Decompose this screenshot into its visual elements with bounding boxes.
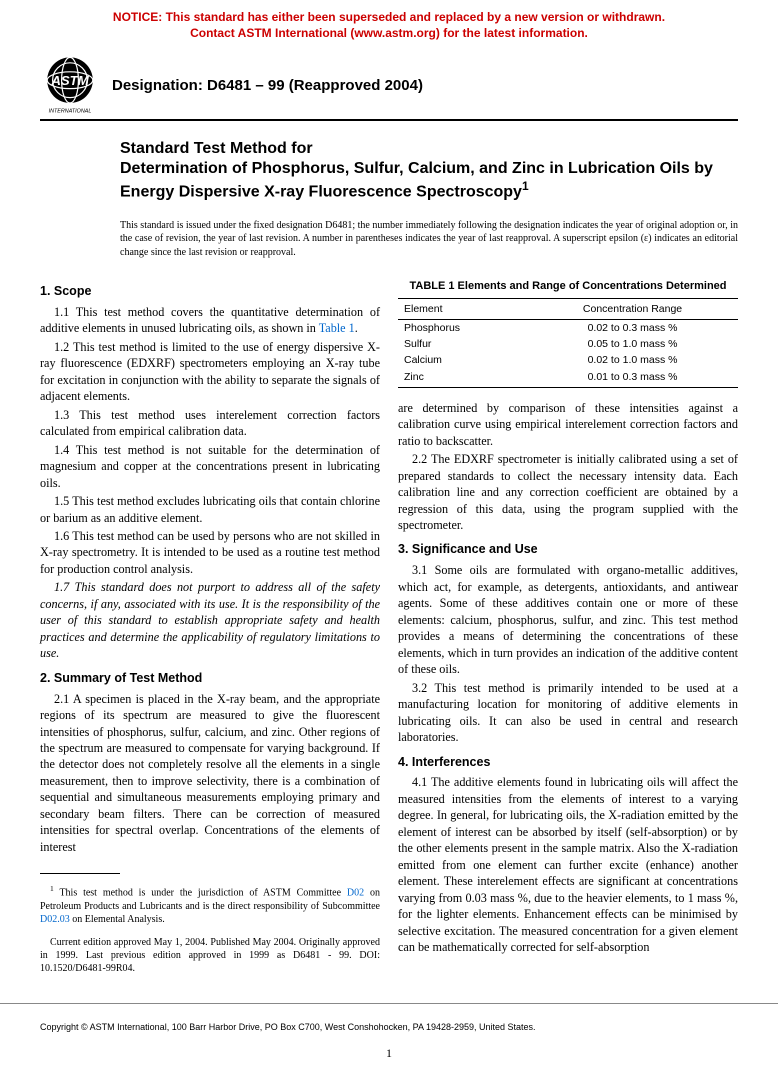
para-1-4: 1.4 This test method is not suitable for…	[40, 442, 380, 491]
header-row: ASTM INTERNATIONAL Designation: D6481 – …	[0, 47, 778, 119]
para-1-1: 1.1 This test method covers the quantita…	[40, 304, 380, 337]
para-1-6: 1.6 This test method can be used by pers…	[40, 528, 380, 577]
issuance-note: This standard is issued under the fixed …	[0, 209, 778, 270]
footnote-1: 1 This test method is under the jurisdic…	[40, 884, 380, 925]
para-2-2: 2.2 The EDXRF spectrometer is initially …	[398, 451, 738, 533]
section-4-head: 4. Interferences	[398, 754, 738, 771]
para-1-7: 1.7 This standard does not purport to ad…	[40, 579, 380, 661]
table-row: Sulfur0.05 to 1.0 mass %	[398, 336, 738, 352]
body-columns: 1. Scope 1.1 This test method covers the…	[0, 269, 778, 985]
para-3-2: 3.2 This test method is primarily intend…	[398, 680, 738, 746]
title-block: Standard Test Method for Determination o…	[0, 121, 778, 208]
para-1-3: 1.3 This test method uses interelement c…	[40, 407, 380, 440]
para-4-1: 4.1 The additive elements found in lubri…	[398, 774, 738, 955]
table-row: Zinc0.01 to 0.3 mass %	[398, 369, 738, 388]
notice-line1: NOTICE: This standard has either been su…	[113, 10, 665, 24]
section-1-head: 1. Scope	[40, 283, 380, 300]
para-2-1: 2.1 A specimen is placed in the X-ray be…	[40, 691, 380, 856]
section-2-head: 2. Summary of Test Method	[40, 670, 380, 687]
title-lead: Standard Test Method for	[120, 139, 738, 159]
footnote-rule	[40, 873, 120, 874]
astm-logo: ASTM INTERNATIONAL	[40, 55, 100, 115]
svg-text:ASTM: ASTM	[50, 73, 89, 88]
th-range: Concentration Range	[527, 298, 738, 319]
table-row: Phosphorus0.02 to 0.3 mass %	[398, 320, 738, 337]
para-2-1-cont: are determined by comparison of these in…	[398, 400, 738, 449]
section-3-head: 3. Significance and Use	[398, 541, 738, 558]
table-header-row: Element Concentration Range	[398, 298, 738, 319]
table1-title: TABLE 1 Elements and Range of Concentrat…	[398, 279, 738, 294]
notice-line2: Contact ASTM International (www.astm.org…	[190, 26, 588, 40]
notice-banner: NOTICE: This standard has either been su…	[0, 0, 778, 47]
footnote-2: Current edition approved May 1, 2004. Pu…	[40, 936, 380, 975]
committee-link-d02[interactable]: D02	[347, 888, 364, 899]
svg-text:INTERNATIONAL: INTERNATIONAL	[49, 109, 92, 115]
page-number: 1	[0, 1032, 778, 1075]
para-1-5: 1.5 This test method excludes lubricatin…	[40, 493, 380, 526]
table1: Element Concentration Range Phosphorus0.…	[398, 298, 738, 388]
copyright: Copyright © ASTM International, 100 Barr…	[0, 1003, 778, 1032]
para-1-2: 1.2 This test method is limited to the u…	[40, 339, 380, 405]
table-row: Calcium0.02 to 1.0 mass %	[398, 352, 738, 368]
para-3-1: 3.1 Some oils are formulated with organo…	[398, 562, 738, 677]
title-main: Determination of Phosphorus, Sulfur, Cal…	[120, 159, 738, 202]
designation: Designation: D6481 – 99 (Reapproved 2004…	[112, 77, 423, 94]
left-column: 1. Scope 1.1 This test method covers the…	[40, 275, 380, 985]
subcommittee-link-d0203[interactable]: D02.03	[40, 914, 70, 925]
th-element: Element	[398, 298, 527, 319]
table1-link[interactable]: Table 1	[319, 321, 355, 335]
right-column: TABLE 1 Elements and Range of Concentrat…	[398, 275, 738, 985]
